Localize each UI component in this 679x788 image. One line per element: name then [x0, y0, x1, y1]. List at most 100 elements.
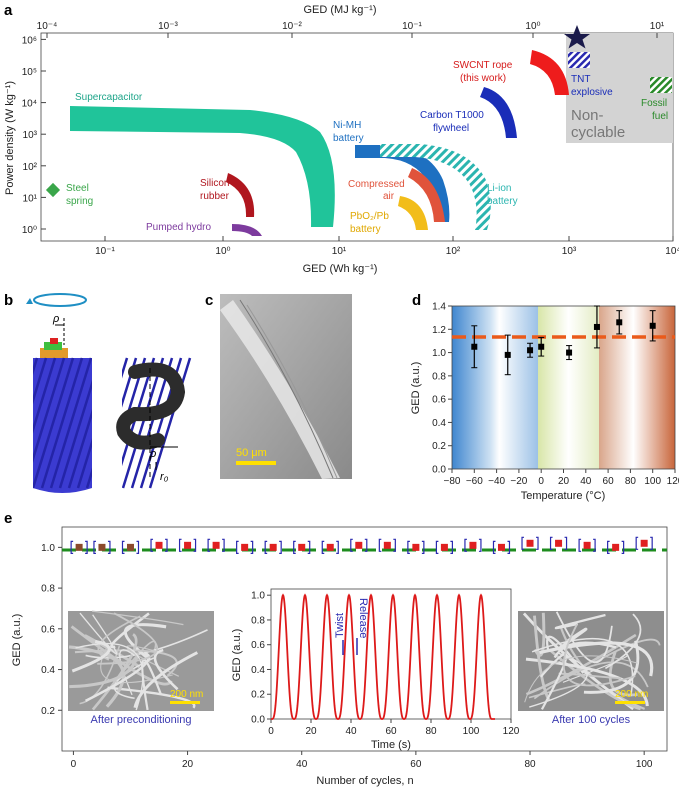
sem-fiber-strand	[604, 613, 642, 670]
panel-d-x-label: Temperature (°C)	[521, 490, 605, 502]
panel-e-y-label: GED (a.u.)	[11, 614, 23, 667]
d-ytick-label: 1.2	[432, 325, 446, 336]
scale-label-right: 200 nm	[615, 689, 648, 700]
panel-label-a: a	[4, 2, 13, 19]
panel-a-top-axis-label: GED (MJ kg⁻¹)	[303, 4, 376, 16]
e-point	[241, 543, 249, 551]
label-supercapacitor: Supercapacitor	[75, 92, 143, 103]
e-point	[326, 543, 334, 551]
sem-fiber-strand	[525, 657, 649, 707]
sem-fiber-strand	[71, 639, 111, 673]
e-point	[75, 543, 83, 551]
label-li-ion-1: Li-ion	[487, 183, 511, 194]
d-ytick-label: 1.0	[432, 348, 446, 359]
rope-stripe	[121, 357, 165, 489]
label-flywheel-2: flywheel	[433, 123, 469, 134]
pumped-hydro-region	[232, 224, 262, 236]
d-xtick-label: −60	[466, 476, 483, 487]
label-silicon-1: Silicon	[200, 178, 229, 189]
d-point	[566, 349, 573, 356]
sem-fiber-strand	[583, 640, 640, 694]
e-xtick-label: 40	[296, 759, 308, 770]
coil-middle	[116, 407, 165, 450]
label-noncyclable-2: cyclable	[571, 124, 625, 141]
label-nimh-1: Ni-MH	[333, 120, 361, 131]
sem-fiber-strand	[533, 615, 551, 701]
sem-fiber	[220, 300, 340, 479]
bottom-tick-label: 10⁻¹	[95, 246, 115, 257]
e-point	[98, 543, 106, 551]
inset-xtick-label: 0	[268, 726, 274, 737]
d-xtick-label: 100	[644, 476, 661, 487]
label-silicon-2: rubber	[200, 191, 230, 202]
d-ytick-label: 1.4	[432, 302, 446, 313]
d-xtick-label: −20	[510, 476, 527, 487]
e-point	[526, 539, 534, 547]
d-point	[471, 343, 478, 350]
e-bracket	[464, 538, 482, 552]
sem-right-fibers	[522, 611, 661, 711]
left-tick-label: 10⁶	[22, 35, 37, 46]
rope-mask-left	[0, 356, 33, 496]
pbo2-region	[398, 196, 428, 230]
label-flywheel-1: Carbon T1000	[420, 110, 484, 121]
e-point	[497, 543, 505, 551]
e-bracket	[407, 540, 425, 554]
e-bracket	[607, 540, 625, 554]
e-point	[412, 543, 420, 551]
e-ytick-label: 0.2	[41, 706, 55, 717]
label-nimh-2: battery	[333, 133, 364, 144]
twist-label: Twist	[334, 613, 346, 638]
e-point	[126, 543, 134, 551]
cold-region	[452, 306, 538, 469]
scale-bar-label-c: 50 μm	[236, 447, 267, 459]
sem-fiber-strand	[107, 686, 196, 709]
inset-ytick-label: 0.0	[251, 715, 265, 726]
e-bracket	[293, 540, 311, 554]
left-tick-label: 10⁰	[22, 225, 37, 236]
scale-bar-right	[615, 701, 645, 704]
d-point	[504, 351, 511, 358]
fossil-fuel-marker	[650, 77, 672, 93]
e-point	[640, 539, 648, 547]
d-ytick-label: 0.4	[432, 418, 446, 429]
e-bracket	[321, 540, 339, 554]
label-steel-spring-1: Steel	[66, 183, 89, 194]
inset-xtick-label: 80	[425, 726, 437, 737]
panel-e-x-label: Number of cycles, n	[316, 775, 413, 787]
e-xtick-label: 20	[182, 759, 194, 770]
label-fossil-2: fuel	[652, 111, 668, 122]
inset-xtick-label: 20	[305, 726, 317, 737]
sem-fiber-strand	[593, 638, 661, 664]
panel-e-chart: 0 20 40 60 80 100 0.2 0.4 0.6 0.8 1.0 Number of cy…	[11, 526, 668, 787]
left-tick-label: 10⁴	[22, 99, 37, 110]
release-label: Release	[357, 598, 369, 638]
panel-label-d: d	[412, 292, 421, 309]
swcnt-rope-region	[530, 50, 569, 95]
sem-fiber-strand	[79, 645, 121, 705]
sem-fiber-strand	[75, 642, 144, 711]
d-ytick-label: 0.2	[432, 441, 446, 452]
e-bracket	[549, 536, 568, 550]
label-rho-coil: ρ	[149, 448, 156, 460]
sem-fiber-strand	[554, 613, 606, 630]
top-tick-label: 10⁰	[525, 21, 540, 32]
e-point	[383, 541, 391, 549]
d-xtick-label: 20	[558, 476, 570, 487]
top-tick-label: 10⁻²	[282, 21, 302, 32]
d-point	[527, 347, 534, 354]
bottom-tick-label: 10²	[446, 246, 461, 257]
caption-right: After 100 cycles	[552, 714, 631, 726]
d-xtick-label: 60	[603, 476, 615, 487]
label-swcnt-2: (this work)	[460, 73, 506, 84]
e-xtick-label: 80	[524, 759, 536, 770]
tnt-marker	[568, 52, 590, 68]
panel-a-left-ticks: 10⁰ 10¹ 10² 10³ 10⁴ 10⁵ 10⁶	[22, 35, 46, 236]
e-xtick-label: 60	[410, 759, 422, 770]
compressed-air-region	[408, 168, 445, 222]
d-xtick-label: 40	[580, 476, 592, 487]
sem-fiber-strand	[553, 641, 617, 659]
panel-label-e: e	[4, 510, 12, 527]
e-bracket	[435, 540, 454, 554]
